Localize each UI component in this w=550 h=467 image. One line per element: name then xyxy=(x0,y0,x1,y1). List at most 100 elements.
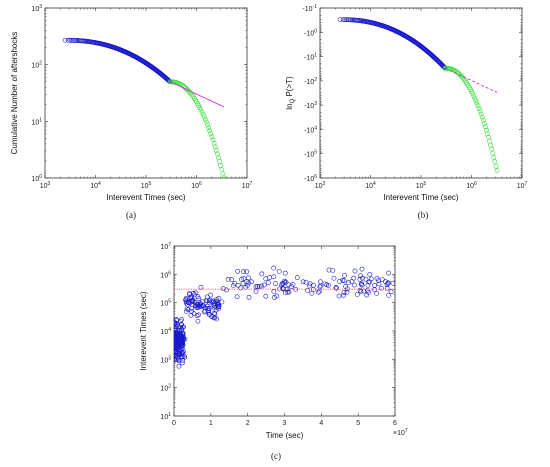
data-point xyxy=(352,282,357,288)
data-point xyxy=(293,286,299,292)
data-point xyxy=(331,275,337,281)
x-axis-label: Interevent Time (sec) xyxy=(383,193,458,202)
data-point xyxy=(374,291,380,296)
data-point xyxy=(239,276,244,282)
data-point xyxy=(382,279,388,284)
data-point xyxy=(493,163,499,169)
data-point xyxy=(337,278,343,284)
data-point xyxy=(206,311,212,317)
data-point xyxy=(347,17,352,23)
data-point xyxy=(261,282,267,288)
y-tick-label: -105 xyxy=(304,150,317,159)
data-point xyxy=(72,37,77,43)
data-point xyxy=(179,327,184,332)
x-tick-label: 104 xyxy=(90,181,101,190)
data-point xyxy=(300,279,306,285)
x-tick-label: 103 xyxy=(315,181,326,190)
data-point xyxy=(174,333,178,339)
data-point xyxy=(174,327,178,333)
data-point xyxy=(259,271,265,277)
panel-caption: (a) xyxy=(126,210,136,220)
fit-line xyxy=(444,67,498,93)
x-tick-label: 106 xyxy=(191,181,202,190)
x-axis-label: Interevent Times (sec) xyxy=(106,193,185,202)
data-point xyxy=(345,17,351,23)
data-point xyxy=(471,93,477,99)
data-point xyxy=(214,316,219,322)
data-point xyxy=(243,284,249,290)
data-point xyxy=(246,280,251,286)
data-point xyxy=(206,125,211,131)
data-point xyxy=(357,276,363,282)
data-point xyxy=(179,317,185,322)
y-axis-label: Cumulative Number of aftershocks xyxy=(10,32,19,155)
data-point xyxy=(337,17,343,22)
y-tick-label: 101 xyxy=(160,412,171,421)
y-tick-label: -101 xyxy=(304,53,317,62)
y-tick-label: 107 xyxy=(160,242,171,251)
data-point xyxy=(276,269,282,274)
data-point xyxy=(190,297,196,303)
data-point xyxy=(470,91,476,96)
data-point xyxy=(285,289,291,295)
data-point xyxy=(315,289,321,295)
data-point xyxy=(176,340,182,346)
y-tick-label: 104 xyxy=(160,327,171,336)
data-point xyxy=(267,275,273,280)
data-point xyxy=(363,276,369,282)
x-multiplier-label: ×107 xyxy=(393,428,408,437)
data-point xyxy=(263,293,269,299)
data-point xyxy=(197,301,203,307)
x-tick-label: 105 xyxy=(416,181,427,190)
data-point xyxy=(195,318,201,324)
data-point xyxy=(246,275,251,281)
data-point xyxy=(175,333,181,339)
y-tick-label: -104 xyxy=(304,125,317,134)
data-point xyxy=(225,276,231,282)
data-point xyxy=(294,275,300,280)
data-point xyxy=(359,266,365,272)
data-point xyxy=(303,279,309,285)
data-point xyxy=(482,124,488,130)
plot-frame xyxy=(319,7,523,179)
plot-frame xyxy=(44,7,248,179)
data-point xyxy=(179,341,185,347)
data-point xyxy=(274,293,280,299)
data-point xyxy=(185,299,191,305)
data-point xyxy=(480,117,486,123)
data-point xyxy=(187,292,192,297)
data-point xyxy=(349,279,355,284)
data-point xyxy=(376,281,382,287)
data-point xyxy=(210,137,216,143)
data-point xyxy=(215,302,221,308)
data-point xyxy=(366,279,372,285)
data-point xyxy=(241,276,247,281)
data-point xyxy=(344,289,350,295)
data-point xyxy=(208,131,214,137)
chart-panel-b: 103 104 105 106 107 -10-1 -100 -101 -102 -103 -104… xyxy=(285,4,528,220)
data-point xyxy=(235,268,241,274)
data-point xyxy=(390,280,395,286)
x-tick-label: 6 xyxy=(393,420,397,427)
data-point xyxy=(235,282,241,288)
y-tick-label: 103 xyxy=(160,355,171,364)
x-tick-label: 104 xyxy=(365,181,376,190)
data-point xyxy=(183,309,189,314)
data-point xyxy=(256,284,262,290)
data-point xyxy=(189,306,194,312)
data-point xyxy=(341,278,347,284)
data-point xyxy=(359,282,365,288)
data-point xyxy=(354,292,360,297)
data-point xyxy=(174,338,178,344)
chart-panel-c: 0 1 2 3 4 5 6 101 102 103 104 105 106 107 Time (sec) In… xyxy=(139,242,408,461)
data-point xyxy=(246,294,252,300)
data-point xyxy=(174,333,178,338)
data-point xyxy=(183,297,189,303)
data-point xyxy=(195,294,201,300)
data-point xyxy=(378,285,384,291)
data-point xyxy=(176,357,182,363)
data-point xyxy=(364,288,370,293)
data-point xyxy=(341,292,346,298)
data-point xyxy=(273,281,278,287)
